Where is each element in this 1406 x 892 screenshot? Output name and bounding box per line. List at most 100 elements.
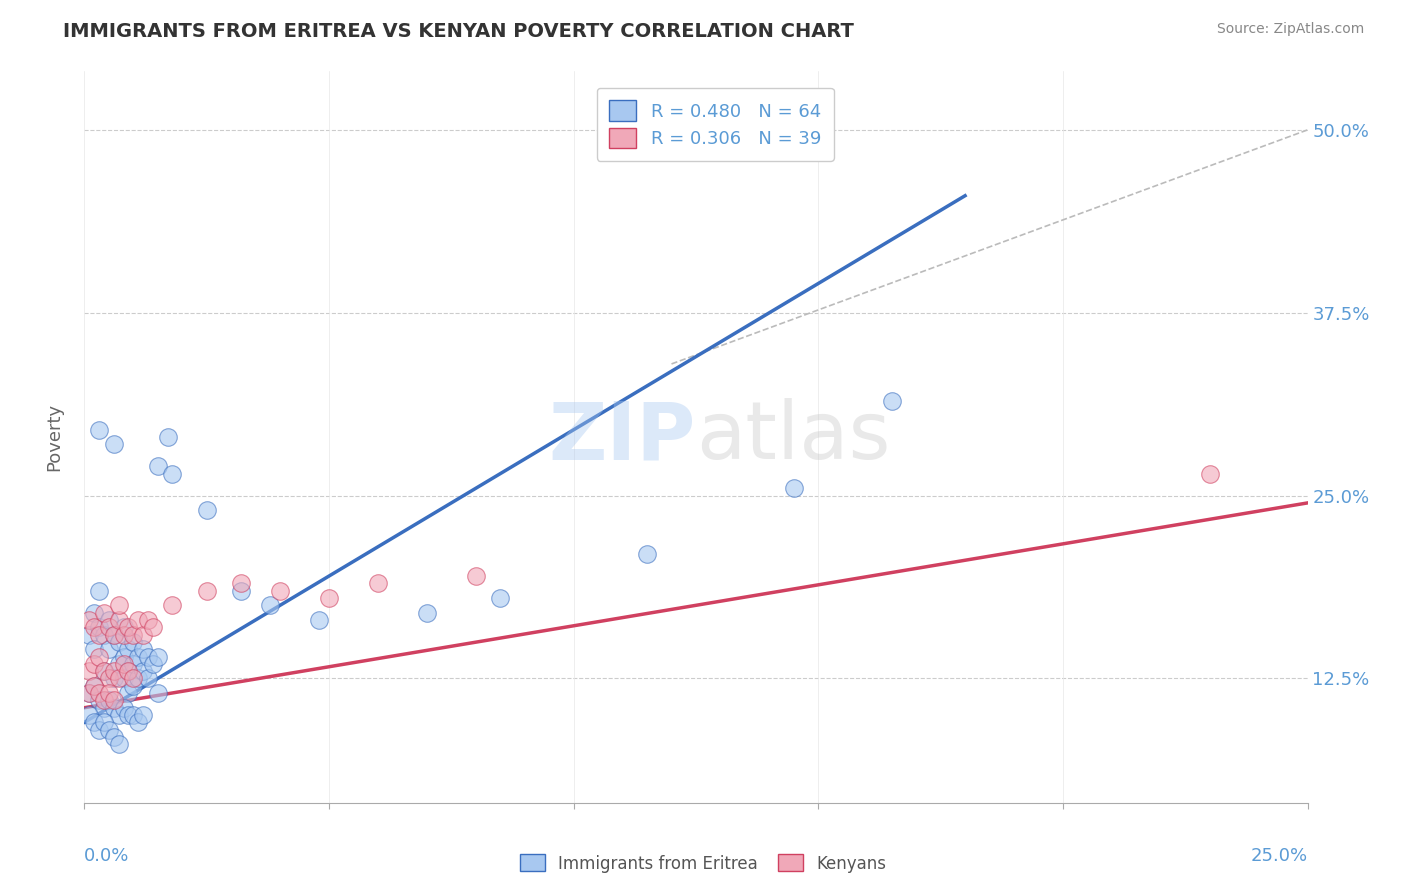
Point [97, 672, 120, 686]
Point [117, 664, 139, 678]
Point [103, 700, 125, 714]
Point [103, 672, 125, 686]
Point [162, 467, 184, 481]
Point [83, 679, 105, 693]
Point [87, 583, 110, 598]
Point [77, 686, 100, 700]
Point [97, 686, 120, 700]
Point [122, 672, 145, 686]
Point [117, 708, 139, 723]
Y-axis label: Poverty: Poverty [45, 403, 63, 471]
Point [97, 723, 120, 737]
Legend: Immigrants from Eritrea, Kenyans: Immigrants from Eritrea, Kenyans [513, 847, 893, 880]
Point [318, 591, 340, 605]
Point [195, 503, 218, 517]
Point [103, 437, 125, 451]
Point [122, 679, 145, 693]
Point [112, 672, 135, 686]
Point [97, 693, 120, 707]
Point [112, 620, 135, 634]
Point [132, 627, 155, 641]
Point [117, 686, 139, 700]
Text: ZIP: ZIP [548, 398, 696, 476]
Point [229, 576, 252, 591]
Point [122, 657, 145, 671]
Point [132, 664, 155, 678]
Point [136, 613, 159, 627]
Point [112, 627, 135, 641]
Point [77, 686, 100, 700]
Point [87, 723, 110, 737]
Point [77, 664, 100, 678]
Text: IMMIGRANTS FROM ERITREA VS KENYAN POVERTY CORRELATION CHART: IMMIGRANTS FROM ERITREA VS KENYAN POVERT… [63, 22, 855, 41]
Point [77, 613, 100, 627]
Point [117, 664, 139, 678]
Point [93, 664, 115, 678]
Point [107, 599, 129, 613]
Point [416, 606, 439, 620]
Point [107, 737, 129, 751]
Point [93, 693, 115, 707]
Point [259, 599, 281, 613]
Point [103, 664, 125, 678]
Point [156, 430, 179, 444]
Point [636, 547, 658, 561]
Point [783, 481, 806, 495]
Point [103, 627, 125, 641]
Point [97, 613, 120, 627]
Point [136, 672, 159, 686]
Point [107, 708, 129, 723]
Point [107, 672, 129, 686]
Point [103, 730, 125, 744]
Point [87, 423, 110, 437]
Point [122, 708, 145, 723]
Point [464, 569, 486, 583]
Point [107, 635, 129, 649]
Text: atlas: atlas [696, 398, 890, 476]
Point [87, 686, 110, 700]
Point [87, 649, 110, 664]
Point [83, 715, 105, 730]
Point [367, 576, 389, 591]
Point [112, 657, 135, 671]
Point [122, 627, 145, 641]
Point [87, 620, 110, 634]
Point [146, 686, 169, 700]
Point [87, 693, 110, 707]
Point [146, 649, 169, 664]
Point [93, 627, 115, 641]
Point [83, 642, 105, 657]
Point [107, 657, 129, 671]
Point [489, 591, 512, 605]
Point [112, 649, 135, 664]
Point [83, 679, 105, 693]
Point [122, 635, 145, 649]
Point [93, 715, 115, 730]
Point [83, 620, 105, 634]
Point [142, 657, 165, 671]
Point [97, 620, 120, 634]
Point [127, 613, 149, 627]
Point [87, 627, 110, 641]
Point [93, 700, 115, 714]
Point [127, 715, 149, 730]
Point [195, 583, 218, 598]
Point [112, 700, 135, 714]
Point [132, 708, 155, 723]
Point [77, 708, 100, 723]
Point [136, 649, 159, 664]
Point [308, 613, 330, 627]
Point [229, 583, 252, 598]
Point [146, 459, 169, 474]
Text: Source: ZipAtlas.com: Source: ZipAtlas.com [1216, 22, 1364, 37]
Point [117, 620, 139, 634]
Point [142, 620, 165, 634]
Point [93, 664, 115, 678]
Point [107, 613, 129, 627]
Point [269, 583, 291, 598]
Text: 0.0%: 0.0% [84, 847, 129, 864]
Point [83, 657, 105, 671]
Point [162, 599, 184, 613]
Point [1198, 467, 1220, 481]
Point [132, 642, 155, 657]
